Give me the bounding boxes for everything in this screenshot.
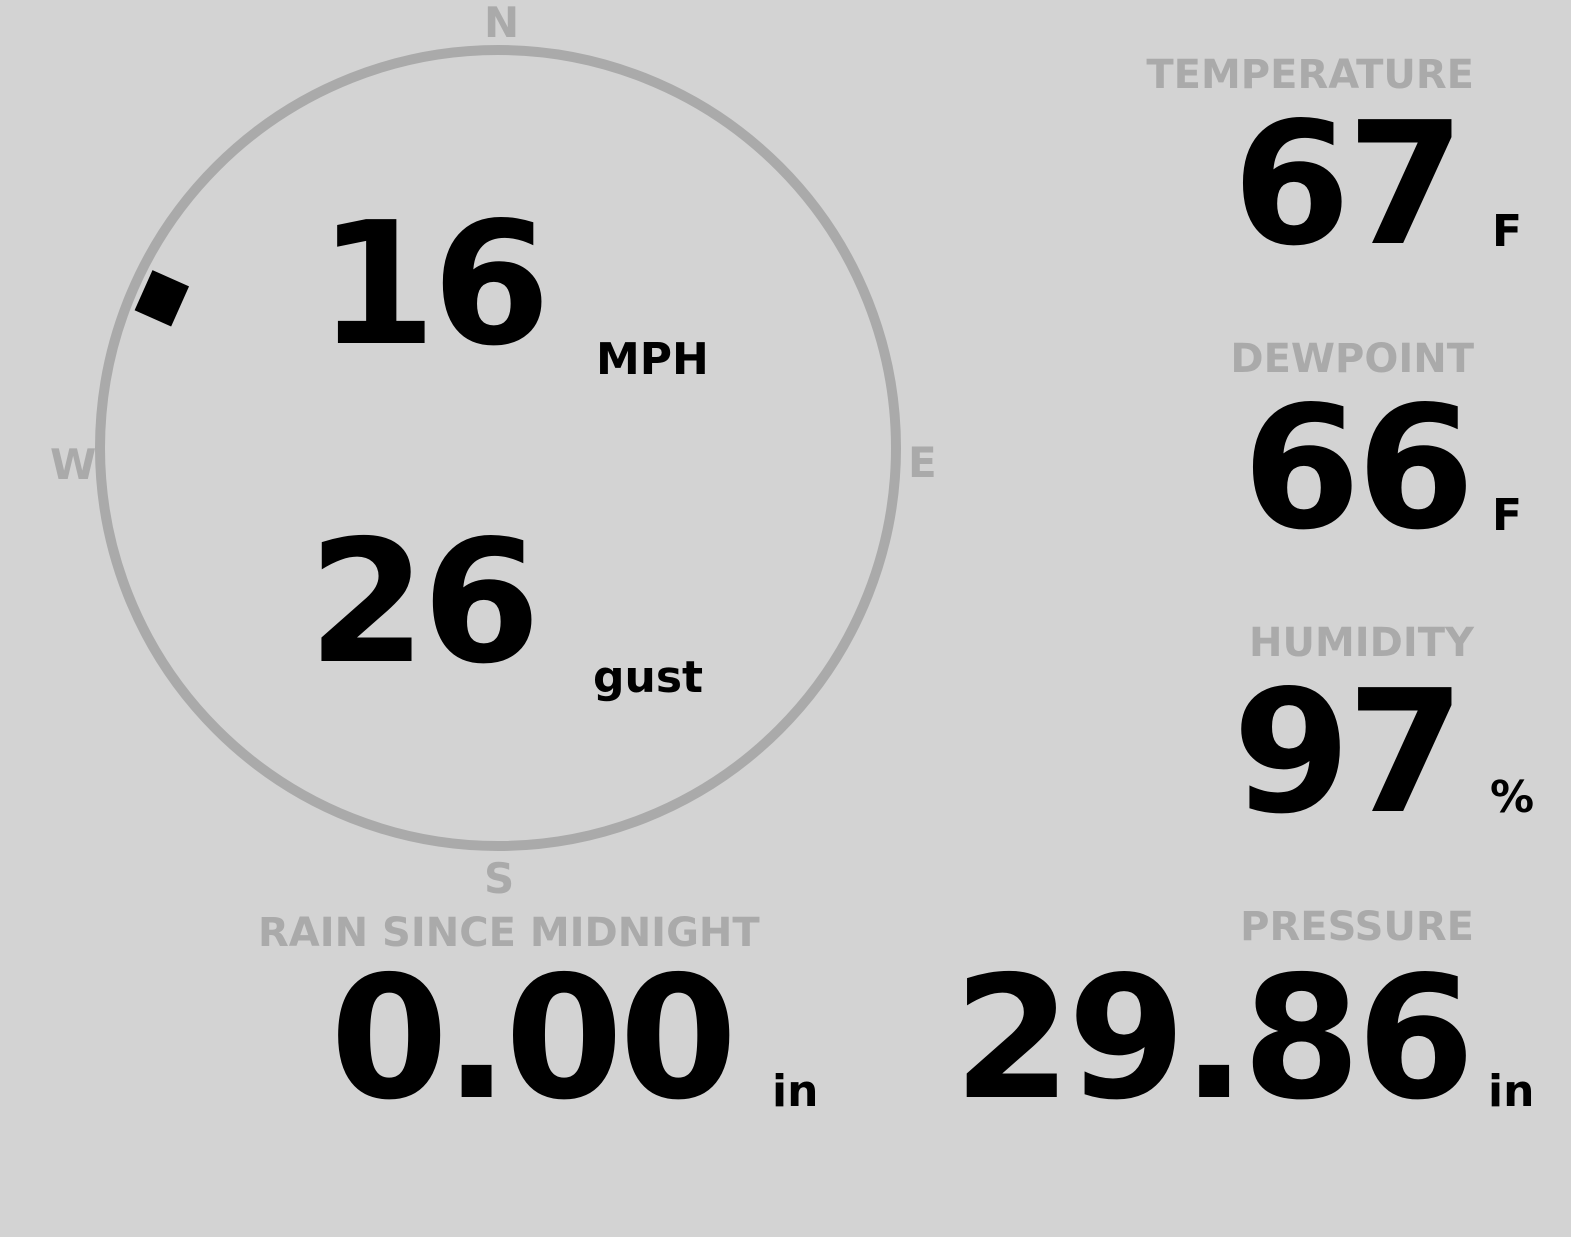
wind-gust-value: 26 xyxy=(308,504,541,702)
humidity-value: 97 xyxy=(1232,654,1465,852)
compass-e: E xyxy=(908,438,937,487)
dewpoint-label: DEWPOINT xyxy=(1230,336,1474,382)
humidity-label: HUMIDITY xyxy=(1249,620,1474,666)
rain-unit: in xyxy=(772,1066,819,1117)
dewpoint-value: 66 xyxy=(1242,370,1475,568)
wind-speed-unit: MPH xyxy=(596,334,709,385)
pressure-label: PRESSURE xyxy=(1240,904,1474,950)
temperature-value: 67 xyxy=(1232,86,1465,284)
temperature-unit: F xyxy=(1492,206,1523,257)
wind-direction-marker xyxy=(134,270,190,327)
wind-speed-value: 16 xyxy=(318,186,551,384)
compass-w: W xyxy=(50,440,97,489)
rain-value: 0.00 xyxy=(330,940,737,1138)
compass-ring xyxy=(95,45,901,851)
dewpoint-unit: F xyxy=(1492,490,1523,541)
wind-gust-label: gust xyxy=(593,652,704,703)
pressure-value: 29.86 xyxy=(953,940,1475,1138)
compass-s: S xyxy=(484,854,515,903)
humidity-unit: % xyxy=(1490,772,1535,823)
pressure-unit: in xyxy=(1488,1066,1535,1117)
compass-n: N xyxy=(484,0,520,47)
temperature-label: TEMPERATURE xyxy=(1146,52,1474,98)
rain-label: RAIN SINCE MIDNIGHT xyxy=(258,910,760,956)
